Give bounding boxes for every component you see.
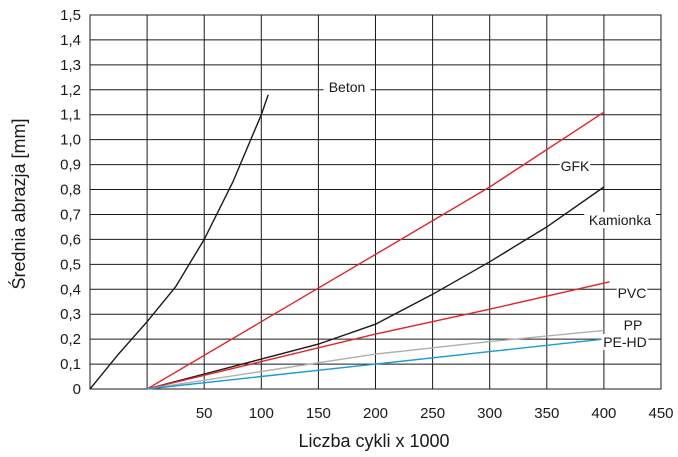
series-label-bg — [621, 317, 645, 333]
y-tick-label: 0,7 — [60, 206, 81, 223]
y-tick-label: 1,3 — [60, 57, 81, 74]
x-tick-label: 350 — [534, 405, 559, 422]
series-line-pe-hd — [147, 338, 604, 390]
x-tick-label: 300 — [477, 405, 502, 422]
series-label: Kamionka — [589, 212, 651, 228]
x-tick-label: 400 — [591, 405, 616, 422]
x-tick-label: 50 — [196, 405, 213, 422]
series-label-bg — [616, 285, 648, 301]
y-tick-label: 0,4 — [60, 281, 81, 298]
y-tick-label: 0,5 — [60, 256, 81, 273]
series-label: GFK — [561, 158, 590, 174]
y-tick-label: 0,2 — [60, 331, 81, 348]
y-tick-label: 0,9 — [60, 157, 81, 174]
series-label-bg — [323, 79, 371, 95]
x-tick-label: 200 — [363, 405, 388, 422]
x-tick-labels: 50 100 150 200 250 300 350 400 450 — [196, 405, 674, 422]
y-tick-label: 1,4 — [60, 32, 81, 49]
series-label-bg — [559, 158, 591, 174]
y-tick-labels: 0 0,1 0,2 0,3 0,4 0,5 0,6 0,7 0,8 0,9 1,0 1,1 1,2 1,3… — [60, 7, 81, 398]
series-line-gfk — [146, 111, 605, 390]
x-tick-label: 250 — [420, 405, 445, 422]
x-tick-label: 100 — [249, 405, 274, 422]
series-label: PVC — [618, 285, 647, 301]
grid — [89, 14, 662, 390]
y-tick-label: 1,0 — [60, 132, 81, 149]
series-label: PP — [624, 317, 643, 333]
series-label-bg — [601, 334, 649, 350]
series-line-beton — [89, 94, 269, 390]
series-label: Beton — [329, 79, 366, 95]
y-tick-label: 0,3 — [60, 306, 81, 323]
y-tick-label: 0 — [73, 381, 81, 398]
x-tick-label: 150 — [306, 405, 331, 422]
y-tick-label: 0,6 — [60, 231, 81, 248]
x-tick-label: 450 — [648, 405, 673, 422]
series-line-kamionka — [146, 186, 605, 390]
series-label-bg — [584, 212, 656, 228]
x-axis-title: Liczba cykli x 1000 — [298, 431, 449, 451]
y-tick-label: 1,2 — [60, 82, 81, 99]
plot-frame — [89, 14, 662, 390]
series-label: PE-HD — [603, 334, 647, 350]
y-tick-label: 0,8 — [60, 182, 81, 199]
y-tick-label: 1,1 — [60, 107, 81, 124]
y-tick-label: 0,1 — [60, 356, 81, 373]
y-axis-title: Średnia abrazja [mm] — [8, 118, 29, 289]
series-line-pvc — [146, 281, 610, 390]
y-tick-label: 1,5 — [60, 7, 81, 24]
series-line-pp — [146, 329, 604, 390]
series-lines — [89, 94, 610, 390]
